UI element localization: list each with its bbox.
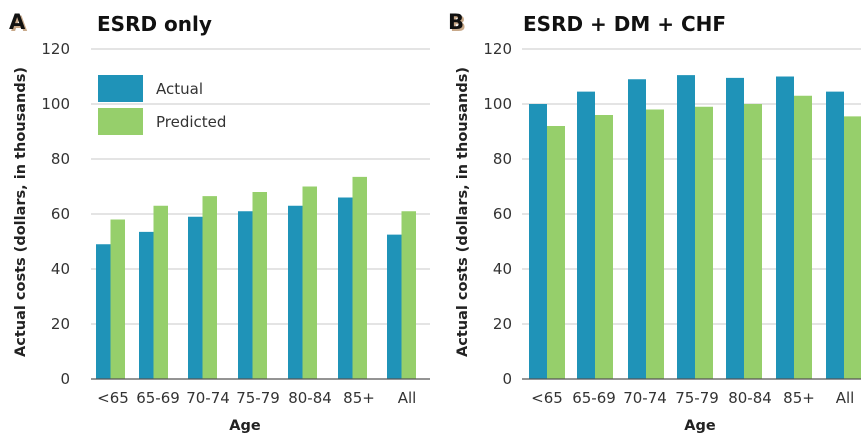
panel-a-ytick-120: 120 bbox=[41, 40, 70, 58]
panel-b-x-axis-title: Age bbox=[684, 418, 716, 434]
panel-a-xtick-all: All bbox=[398, 389, 417, 407]
panel-b-bar-actual-3 bbox=[677, 75, 695, 379]
panel-a-ytick-40: 40 bbox=[51, 260, 70, 278]
legend: Actual Predicted bbox=[98, 75, 226, 135]
panel-b-bar-predicted-5 bbox=[794, 95, 812, 379]
panel-a-xtick-85plus: 85+ bbox=[343, 389, 375, 407]
panel-a-ytick-20: 20 bbox=[51, 315, 70, 333]
panel-b-bar-predicted-4 bbox=[744, 104, 762, 379]
panel-b: B B ESRD + DM + CHF 0 20 40 60 80 100 12… bbox=[448, 10, 861, 434]
panel-b-bar-predicted-1 bbox=[595, 115, 613, 379]
panel-a-ytick-80: 80 bbox=[51, 150, 70, 168]
panel-b-ytick-60: 60 bbox=[493, 205, 512, 223]
panel-b-bar-actual-2 bbox=[628, 79, 646, 379]
panel-b-letter-shadow: B bbox=[450, 12, 466, 36]
panel-a-y-axis-title: Actual costs (dollars, in thousands) bbox=[13, 67, 29, 357]
panel-a-bar-actual-4 bbox=[288, 205, 303, 379]
panel-a-bar-predicted-6 bbox=[401, 211, 416, 379]
panel-b-xtick-80-84: 80-84 bbox=[728, 389, 772, 407]
panel-a-x-tick-labels: <65 65-69 70-74 75-79 80-84 85+ All bbox=[97, 389, 416, 407]
panel-a-letter: A bbox=[9, 10, 26, 34]
panel-b-ytick-80: 80 bbox=[493, 150, 512, 168]
panel-b-ytick-0: 0 bbox=[502, 370, 512, 388]
panel-b-bar-actual-1 bbox=[577, 91, 595, 379]
panel-b-bar-actual-5 bbox=[776, 76, 794, 379]
panel-a-ytick-0: 0 bbox=[60, 370, 70, 388]
panel-a-x-axis-title: Age bbox=[229, 418, 261, 434]
panel-a-bar-actual-5 bbox=[338, 197, 353, 379]
panel-b-bar-actual-0 bbox=[529, 104, 547, 379]
panel-b-xtick-lt65: <65 bbox=[531, 389, 563, 407]
panel-a-xtick-lt65: <65 bbox=[97, 389, 129, 407]
panel-b-xtick-70-74: 70-74 bbox=[623, 389, 667, 407]
panel-b-ytick-120: 120 bbox=[483, 40, 512, 58]
panel-a-xtick-65-69: 65-69 bbox=[136, 389, 180, 407]
legend-swatch-actual bbox=[98, 75, 143, 102]
panel-b-bar-predicted-3 bbox=[695, 106, 713, 379]
panel-a-xtick-80-84: 80-84 bbox=[288, 389, 332, 407]
panel-a: A A ESRD only 0 20 40 60 80 100 120 <65 … bbox=[9, 10, 430, 434]
panel-b-ytick-20: 20 bbox=[493, 315, 512, 333]
panel-b-xtick-65-69: 65-69 bbox=[572, 389, 616, 407]
panel-b-xtick-all: All bbox=[836, 389, 855, 407]
panel-a-ytick-60: 60 bbox=[51, 205, 70, 223]
panel-a-bar-predicted-2 bbox=[202, 196, 217, 379]
panel-a-bar-actual-1 bbox=[139, 231, 154, 379]
panel-a-bar-actual-2 bbox=[188, 216, 203, 379]
panel-b-bar-actual-6 bbox=[826, 91, 844, 379]
legend-label-actual: Actual bbox=[156, 80, 203, 98]
panel-a-bars bbox=[96, 176, 416, 379]
panel-b-xtick-85plus: 85+ bbox=[783, 389, 815, 407]
panel-a-bar-actual-3 bbox=[238, 211, 253, 379]
panel-b-bars bbox=[529, 75, 861, 379]
panel-b-bar-predicted-0 bbox=[547, 126, 565, 379]
panel-a-bar-predicted-0 bbox=[110, 219, 125, 379]
panel-a-bar-actual-0 bbox=[96, 244, 111, 379]
panel-b-x-tick-labels: <65 65-69 70-74 75-79 80-84 85+ All bbox=[531, 389, 854, 407]
legend-swatch-predicted bbox=[98, 108, 143, 135]
panel-b-ytick-40: 40 bbox=[493, 260, 512, 278]
panel-a-xtick-70-74: 70-74 bbox=[186, 389, 230, 407]
panel-b-title: ESRD + DM + CHF bbox=[523, 12, 726, 36]
panel-a-bar-predicted-1 bbox=[153, 205, 168, 379]
panel-a-bar-predicted-5 bbox=[352, 176, 367, 379]
panel-a-ytick-100: 100 bbox=[41, 95, 70, 113]
panel-a-bar-predicted-4 bbox=[302, 186, 317, 379]
panel-a-y-tick-labels: 0 20 40 60 80 100 120 bbox=[41, 40, 70, 388]
panel-a-letter-shadow: A bbox=[11, 12, 28, 36]
panel-b-y-tick-labels: 0 20 40 60 80 100 120 bbox=[483, 40, 512, 388]
panel-b-xtick-75-79: 75-79 bbox=[675, 389, 719, 407]
panel-b-ytick-100: 100 bbox=[483, 95, 512, 113]
panel-a-xtick-75-79: 75-79 bbox=[236, 389, 280, 407]
panel-b-bar-predicted-2 bbox=[646, 109, 664, 379]
panel-a-bar-actual-6 bbox=[387, 234, 402, 379]
panel-a-bar-predicted-3 bbox=[252, 192, 267, 379]
legend-label-predicted: Predicted bbox=[156, 113, 226, 131]
panel-b-y-axis-title: Actual costs (dollars, in thousands) bbox=[455, 67, 471, 357]
panel-b-bar-actual-4 bbox=[726, 77, 744, 379]
panel-a-title: ESRD only bbox=[97, 12, 212, 36]
panel-b-bar-predicted-6 bbox=[844, 116, 861, 379]
panel-b-letter: B bbox=[448, 10, 464, 34]
